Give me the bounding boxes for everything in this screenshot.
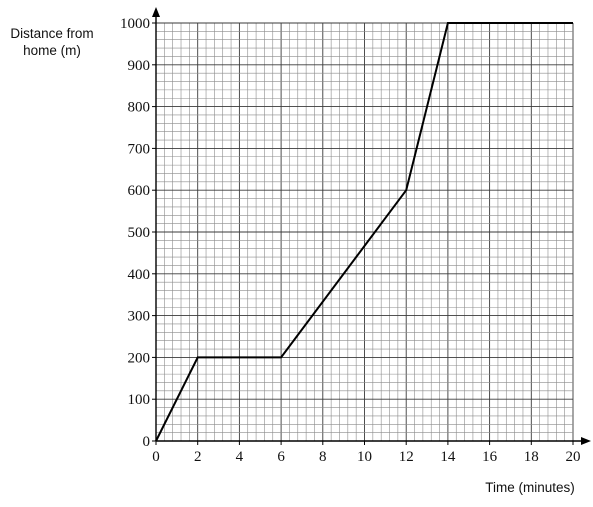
x-tick-label: 2 — [194, 449, 202, 465]
y-tick-labels: 0 100 200 300 400 500 600 700 800 900 1000 — [120, 16, 156, 450]
y-tick-label: 400 — [128, 267, 151, 283]
y-axis-arrow-icon — [152, 7, 160, 17]
y-axis-title-line-2: home (m) — [23, 43, 81, 58]
y-tick-label: 700 — [128, 141, 151, 157]
y-tick-label: 200 — [128, 350, 151, 366]
x-tick-label: 8 — [319, 449, 327, 465]
y-tick-label: 100 — [128, 392, 151, 408]
y-tick-label: 1000 — [120, 16, 150, 32]
axes — [152, 7, 591, 445]
x-tick-label: 0 — [152, 449, 160, 465]
distance-series-line — [155, 22, 573, 442]
y-tick-label: 600 — [128, 183, 151, 199]
x-tick-label: 14 — [440, 449, 456, 465]
y-tick-label: 800 — [128, 100, 151, 116]
x-tick-labels: 0 2 4 6 8 10 12 14 16 18 20 — [152, 441, 581, 465]
x-tick-label: 4 — [236, 449, 244, 465]
y-tick-label: 500 — [128, 225, 151, 241]
y-tick-label: 900 — [128, 58, 151, 74]
x-tick-label: 18 — [524, 449, 539, 465]
x-tick-label: 20 — [566, 449, 581, 465]
series-group — [155, 22, 573, 442]
y-tick-label: 0 — [143, 434, 151, 450]
x-tick-label: 10 — [357, 449, 372, 465]
x-tick-label: 6 — [277, 449, 285, 465]
x-tick-label: 12 — [399, 449, 414, 465]
x-tick-label: 16 — [482, 449, 498, 465]
y-axis-title-line-1: Distance from — [10, 26, 93, 41]
x-axis-title: Time (minutes) — [485, 480, 575, 495]
x-axis-arrow-icon — [581, 437, 591, 445]
grid — [155, 22, 574, 442]
y-tick-label: 300 — [128, 309, 151, 325]
